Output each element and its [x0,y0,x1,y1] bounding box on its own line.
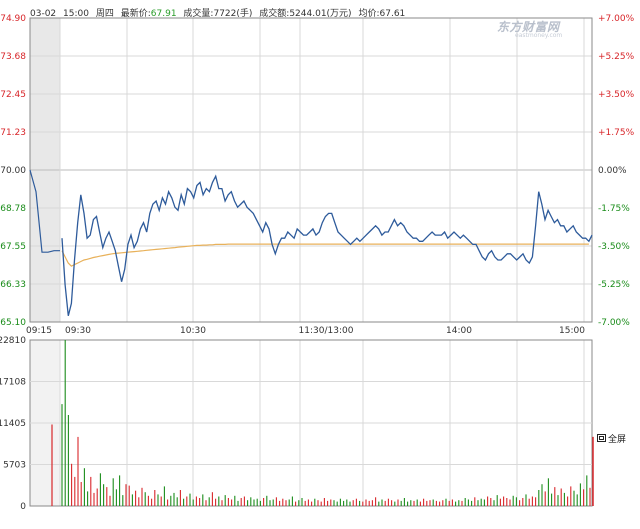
pct-axis-tick: -1.75% [598,204,630,214]
pct-axis-tick: +5.25% [598,52,635,62]
time-axis-tick: 09:15 [26,326,52,336]
price-axis-tick: 73.68 [0,52,26,62]
full-screen-label: 全屏 [608,434,627,445]
header-info: 03-02 15:00 周四 最新价:67.91 成交量:7722(手) 成交额… [30,6,409,19]
volume-axis-tick: 22810 [0,336,26,346]
preopen-price-line [29,169,60,253]
price-axis-tick: 74.90 [0,14,26,24]
eastmoney-logo-sub: eastmoney.com [515,32,563,39]
pct-axis-tick: -3.50% [598,242,630,252]
price-axis-tick: 67.55 [0,242,26,252]
last-price-label: 最新价: [120,9,151,19]
time-axis-tick: 09:30 [65,326,91,336]
price-axis-tick: 71.23 [0,128,26,138]
time-text: 15:00 [63,9,89,19]
pct-axis-tick: +7.00% [598,14,635,24]
volume-axis-tick: 17108 [0,378,26,388]
turnover-label: 成交额: [259,9,290,19]
pct-axis-tick: 0.00% [598,166,627,176]
avg-price-line [61,243,589,267]
full-screen-button[interactable]: 全屏 [597,432,637,445]
price-axis-tick: 68.78 [0,204,26,214]
avg-price-value: 67.61 [379,9,406,19]
date-text: 03-02 [30,9,57,19]
pct-axis-tick: +3.50% [598,90,635,100]
volume-value: 7722(手) [213,9,253,19]
price-axis-tick: 70.00 [0,166,26,176]
price-axis-tick: 72.45 [0,90,26,100]
pct-axis-tick: -5.25% [598,280,630,290]
time-axis-tick: 15:00 [559,326,585,336]
last-price-value: 67.91 [150,9,177,19]
volume-axis-tick: 11405 [0,419,26,429]
price-axis-tick: 65.10 [0,318,26,328]
time-axis-tick: 14:00 [446,326,472,336]
full-screen-icon [597,434,606,442]
eastmoney-logo: 东方财富网 [497,20,560,34]
turnover-value: 5244.01(万元) [289,9,352,19]
price-line [61,174,593,316]
price-axis-tick: 66.33 [0,280,26,290]
time-axis-tick: 11:30/13:00 [299,326,354,336]
weekday-text: 周四 [95,9,114,19]
volume-label: 成交量: [183,9,214,19]
pct-axis-tick: -7.00% [598,318,630,328]
time-axis-tick: 10:30 [180,326,206,336]
volume-axis-tick: 0 [20,502,26,512]
avg-price-label: 均价: [358,9,380,19]
pct-axis-tick: +1.75% [598,128,635,138]
volume-axis-tick: 5703 [3,461,26,471]
